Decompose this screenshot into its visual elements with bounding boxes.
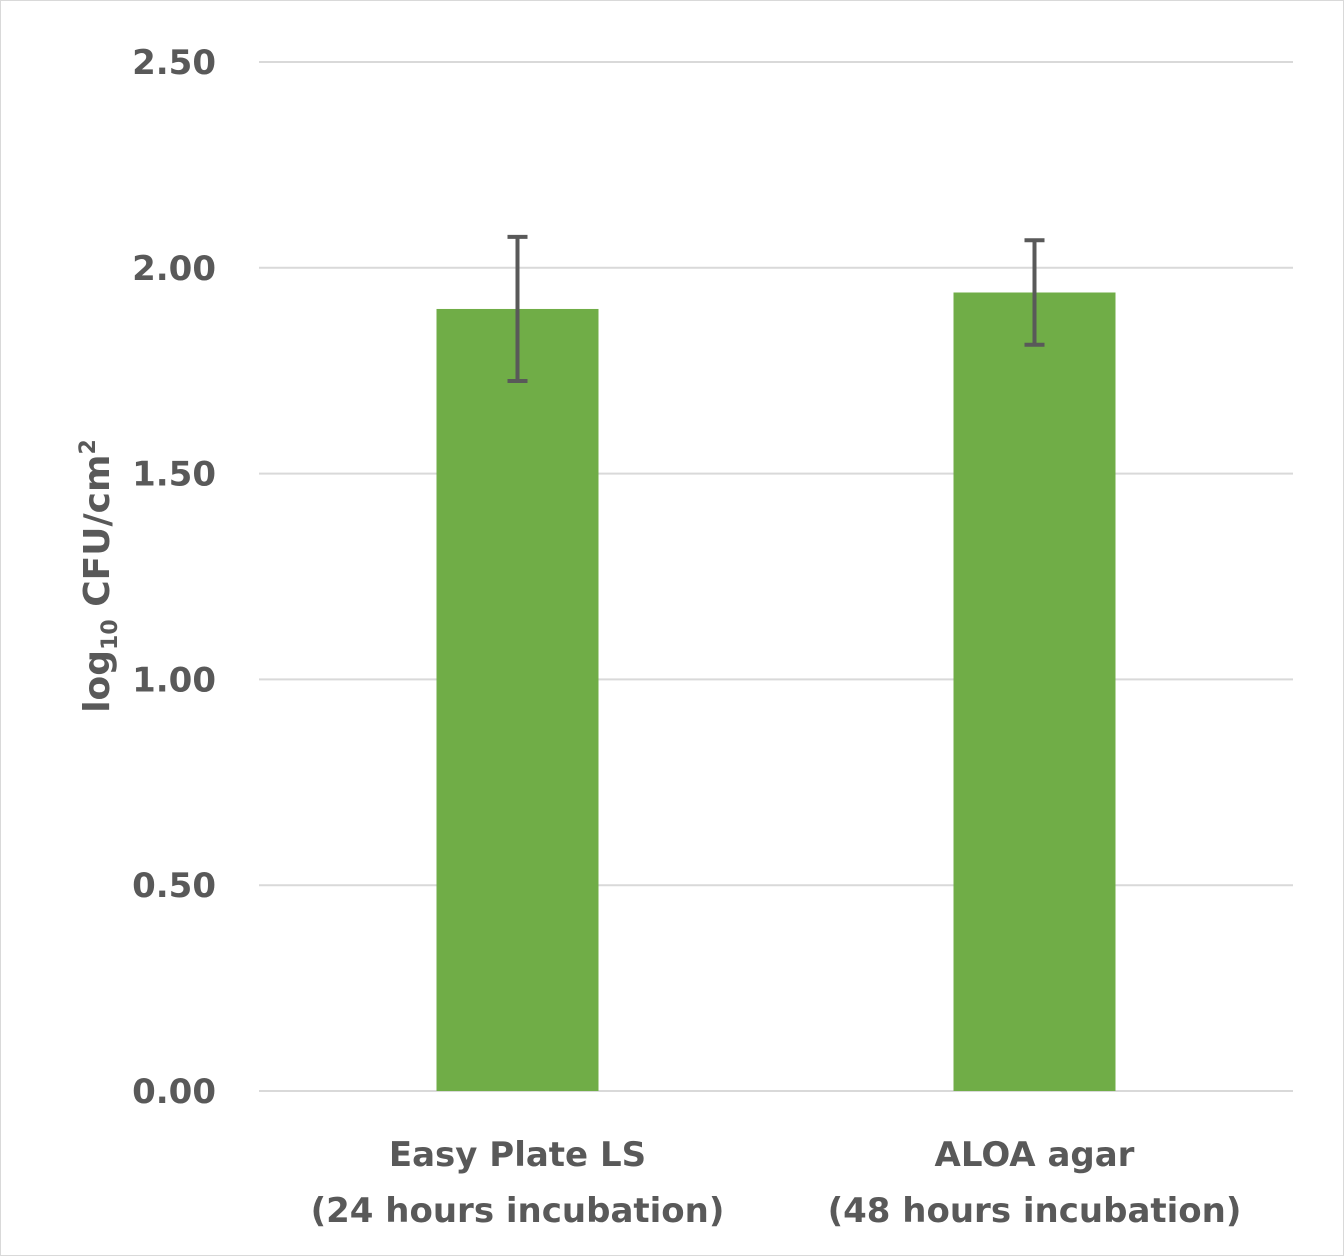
x-tick-labels: Easy Plate LS (24 hours incubation) ALOA a… [311, 1135, 1242, 1231]
bar [953, 292, 1116, 1092]
x-tick-label: (48 hours incubation) [828, 1191, 1242, 1231]
y-axis-label: log10 CFU/cm2 [76, 439, 123, 713]
gridlines [259, 61, 1293, 1092]
bar [436, 308, 599, 1092]
y-tick-label: 0.50 [132, 866, 216, 906]
x-tick-label: Easy Plate LS [389, 1135, 646, 1175]
x-tick-label: (24 hours incubation) [311, 1191, 725, 1231]
y-tick-label: 1.00 [132, 660, 216, 700]
y-tick-label: 1.50 [132, 455, 216, 495]
x-tick-label: ALOA agar [935, 1135, 1135, 1175]
bars [436, 292, 1116, 1092]
y-tick-label: 2.50 [132, 43, 216, 83]
y-tick-label: 2.00 [132, 249, 216, 289]
error-bar [1024, 238, 1045, 347]
y-tick-labels: 0.00 0.50 1.00 1.50 2.00 2.50 [132, 43, 216, 1112]
error-bars [507, 234, 1045, 383]
y-tick-label: 0.00 [132, 1072, 216, 1112]
error-bar [507, 234, 528, 383]
